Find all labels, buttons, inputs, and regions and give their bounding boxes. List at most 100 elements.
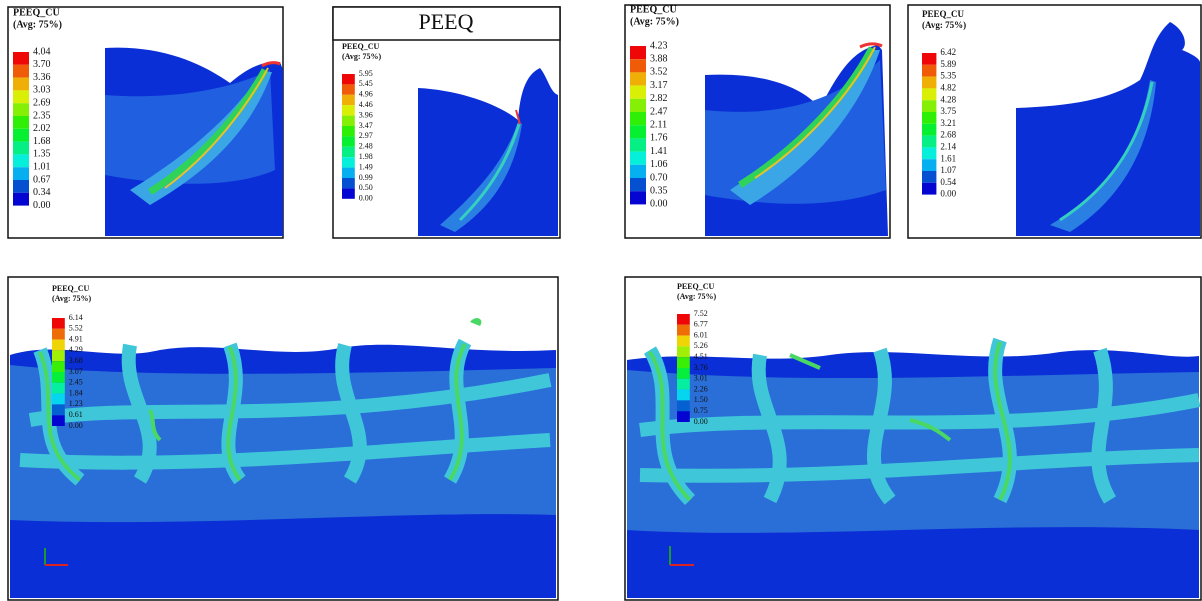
legends: PEEQ_CU(Avg: 75%)4.043.703.363.032.692.3…	[13, 4, 966, 430]
legend-swatch	[52, 415, 65, 426]
contour-plot	[1016, 22, 1200, 236]
legend-swatch	[677, 314, 690, 325]
legend-swatch	[13, 52, 29, 65]
legend-swatch	[630, 46, 646, 60]
legend-swatch	[677, 335, 690, 347]
contour-plot	[705, 42, 888, 236]
legend-label: 3.76	[694, 363, 708, 372]
legend-label: 3.07	[69, 367, 83, 376]
legend-title: PEEQ_CU	[630, 4, 677, 15]
legend-label: 2.97	[359, 131, 373, 140]
legend-swatch	[922, 53, 937, 65]
legend-label: 0.99	[359, 173, 373, 182]
legend-swatch	[52, 393, 65, 405]
legend-subtitle: (Avg: 75%)	[922, 20, 966, 30]
legend-label: 5.89	[940, 59, 956, 69]
legend-swatch	[922, 135, 937, 148]
legend-swatch	[922, 64, 937, 77]
legend-swatch	[52, 350, 65, 362]
panel-header: PEEQ	[419, 9, 474, 34]
legend-label: 5.35	[940, 71, 956, 81]
legend-label: 6.77	[694, 320, 708, 329]
legend-swatch	[13, 192, 29, 206]
legend-swatch	[677, 378, 690, 390]
legend-swatch	[13, 64, 29, 78]
legend-swatch	[52, 318, 65, 329]
legend-swatch	[13, 154, 29, 168]
legend-label: 0.00	[359, 194, 373, 203]
legend-label: 4.91	[69, 334, 83, 343]
legend-label: 0.00	[69, 421, 83, 430]
legend-swatch	[342, 178, 355, 189]
legend-label: 1.35	[33, 149, 51, 160]
legend-label: 1.98	[359, 152, 373, 161]
legend-swatch	[342, 126, 355, 137]
legend-label: 4.82	[940, 82, 956, 92]
legend-swatch	[630, 164, 646, 178]
legend-swatch	[342, 157, 355, 168]
legend-label: 1.23	[69, 399, 83, 408]
legend-label: 3.36	[33, 72, 51, 83]
legend-subtitle: (Avg: 75%)	[630, 16, 679, 27]
legend-label: 0.67	[33, 174, 51, 185]
legend-label: 2.11	[650, 119, 667, 130]
legend-swatch	[677, 411, 690, 422]
legend-subtitle: (Avg: 75%)	[52, 294, 92, 303]
legend-label: 1.50	[694, 395, 708, 404]
legend-swatch	[922, 182, 937, 195]
legend-swatch	[922, 123, 937, 136]
legend-label: 3.88	[650, 53, 668, 64]
legend-label: 2.45	[69, 378, 83, 387]
legend-swatch	[13, 103, 29, 116]
legend-swatch	[52, 339, 65, 351]
legend-label: 4.28	[940, 94, 956, 104]
legend-label: 5.45	[359, 79, 373, 88]
legend-label: 3.47	[359, 121, 373, 130]
legend-label: 0.00	[650, 199, 668, 210]
legend-swatch	[630, 125, 646, 139]
legend-swatch	[342, 105, 355, 116]
legend-title: PEEQ_CU	[342, 42, 380, 51]
legend-label: 2.14	[940, 141, 956, 151]
legend-label: 5.52	[69, 324, 83, 333]
legend-label: 0.61	[69, 410, 83, 419]
legend-label: 2.02	[33, 123, 51, 134]
legend-subtitle: (Avg: 75%)	[342, 52, 382, 61]
legend-swatch	[13, 141, 29, 155]
legend-swatch	[52, 372, 65, 383]
legend-label: 1.61	[940, 153, 956, 163]
legend-swatch	[922, 147, 937, 160]
legend-label: 0.50	[359, 183, 373, 192]
legend-label: 3.70	[33, 59, 51, 70]
legend-label: 3.52	[650, 67, 668, 78]
legend-swatch	[922, 88, 937, 101]
legend-label: 1.07	[940, 165, 956, 175]
legend-swatch	[677, 346, 690, 358]
legend-label: 2.69	[33, 97, 51, 108]
legend-label: 1.76	[650, 133, 668, 144]
legend-label: 4.04	[33, 46, 51, 57]
legend-swatch	[630, 85, 646, 99]
legend-label: 2.82	[650, 93, 668, 104]
legend-swatch	[13, 128, 29, 142]
legend-swatch	[677, 357, 690, 368]
legend-label: 0.00	[33, 200, 51, 211]
legend-label: 5.26	[694, 341, 708, 350]
legend-swatch	[677, 389, 690, 401]
legend-swatch	[13, 116, 29, 129]
legend-label: 1.84	[69, 388, 83, 397]
legend-swatch	[630, 138, 646, 152]
legend-label: 3.75	[940, 106, 956, 116]
legend-label: 2.35	[33, 110, 51, 121]
legend-label: 7.52	[694, 309, 708, 318]
contour-plot	[105, 47, 283, 236]
legend-swatch	[342, 94, 355, 106]
legend-swatch	[13, 90, 29, 104]
legend-label: 0.70	[650, 172, 668, 183]
legend-swatch	[342, 136, 355, 147]
legend-label: 2.26	[694, 384, 708, 393]
legend-label: 3.03	[33, 85, 51, 96]
legend-swatch	[342, 188, 355, 199]
legend-label: 4.51	[694, 352, 708, 361]
